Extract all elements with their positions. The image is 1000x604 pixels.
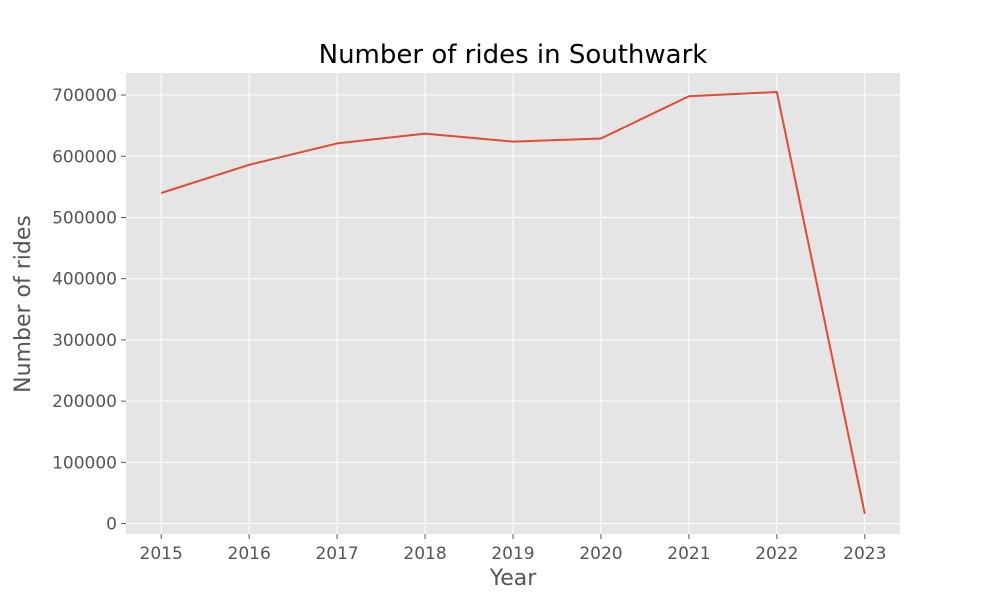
chart-title: Number of rides in Southwark bbox=[319, 40, 708, 70]
x-tick-label: 2015 bbox=[140, 544, 183, 564]
y-axis-label: Number of rides bbox=[11, 215, 36, 393]
y-tick-label: 500000 bbox=[52, 208, 117, 228]
x-tick-label: 2023 bbox=[843, 544, 886, 564]
y-tick-label: 700000 bbox=[52, 86, 117, 106]
x-tick-label: 2020 bbox=[579, 544, 622, 564]
x-tick-label: 2022 bbox=[755, 544, 798, 564]
y-tick-label: 600000 bbox=[52, 147, 117, 167]
x-tick-label: 2021 bbox=[667, 544, 710, 564]
x-tick-label: 2016 bbox=[228, 544, 271, 564]
y-tick-label: 0 bbox=[106, 515, 117, 535]
x-tick-label: 2018 bbox=[403, 544, 446, 564]
y-tick-label: 200000 bbox=[52, 392, 117, 412]
x-tick-label: 2017 bbox=[315, 544, 358, 564]
x-axis-label: Year bbox=[489, 566, 538, 591]
y-tick-label: 300000 bbox=[52, 331, 117, 351]
y-tick-label: 400000 bbox=[52, 270, 117, 290]
y-tick-label: 100000 bbox=[52, 453, 117, 473]
x-tick-label: 2019 bbox=[491, 544, 534, 564]
